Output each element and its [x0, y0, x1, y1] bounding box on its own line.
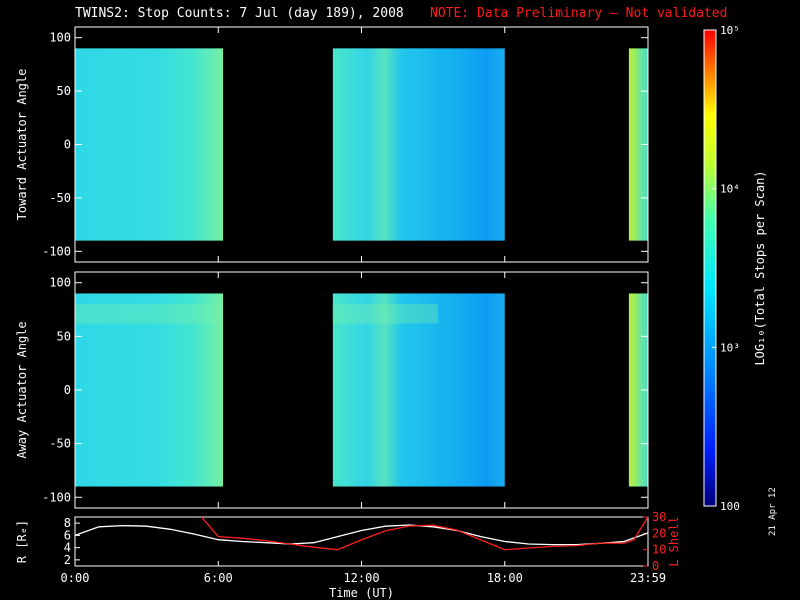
chart-title: TWINS2: Stop Counts: 7 Jul (day 189), 20…	[75, 6, 404, 21]
y-axis-label: Away Actuator Angle	[15, 321, 29, 458]
preliminary-note: NOTE: Data Preliminary – Not validated	[430, 6, 728, 21]
y-axis-label: Toward Actuator Angle	[15, 69, 29, 221]
orbit-right-tick-label: 0	[652, 559, 659, 573]
x-axis-label: Time (UT)	[329, 586, 394, 600]
colorbar	[703, 29, 717, 507]
orbit-r-line	[74, 524, 649, 546]
x-tick-label: 18:00	[487, 571, 523, 585]
y-tick-label: 50	[57, 329, 71, 343]
colorbar-label: LOG₁₀(Total Stops per Scan)	[753, 170, 767, 365]
orbit-left-tick-label: 4	[64, 541, 71, 555]
heatmap-block	[332, 293, 505, 487]
heatmap-block	[75, 293, 224, 487]
orbit-left-axis-label: R [Rₑ]	[15, 520, 29, 563]
heatmap-band	[75, 304, 224, 324]
orbit-panel-frame	[74, 516, 649, 567]
colorbar-tick-label: 10³	[720, 341, 740, 354]
y-tick-label: -100	[42, 490, 71, 504]
x-tick-label: 6:00	[204, 571, 233, 585]
orbit-left-tick-label: 8	[64, 516, 71, 530]
x-tick-label: 12:00	[343, 571, 379, 585]
heatmap-block	[75, 48, 224, 241]
y-tick-label: 50	[57, 84, 71, 98]
colorbar-tick-label: 10⁵	[720, 24, 740, 37]
orbit-right-tick-label: 30	[652, 510, 666, 524]
y-tick-label: -100	[42, 244, 71, 258]
y-tick-label: 100	[49, 276, 71, 290]
heatmap-band	[332, 304, 438, 324]
x-tick-label: 23:59	[630, 571, 666, 585]
orbit-lshell-line	[201, 516, 649, 551]
orbit-left-tick-label: 2	[64, 553, 71, 567]
y-tick-label: 0	[64, 138, 71, 152]
y-tick-label: 100	[49, 31, 71, 45]
heatmap-block	[332, 48, 505, 241]
colorbar-tick-label: 100	[720, 500, 740, 513]
heatmap-block	[628, 293, 648, 487]
y-tick-label: 0	[64, 383, 71, 397]
y-tick-label: -50	[49, 437, 71, 451]
orbit-right-tick-label: 10	[652, 543, 666, 557]
y-tick-label: -50	[49, 191, 71, 205]
x-tick-label: 0:00	[61, 571, 90, 585]
orbit-right-axis-label: L Shell	[667, 516, 681, 567]
colorbar-tick-label: 10⁴	[720, 183, 740, 196]
orbit-left-tick-label: 6	[64, 528, 71, 542]
orbit-right-tick-label: 20	[652, 526, 666, 540]
heatmap-block	[628, 48, 648, 241]
